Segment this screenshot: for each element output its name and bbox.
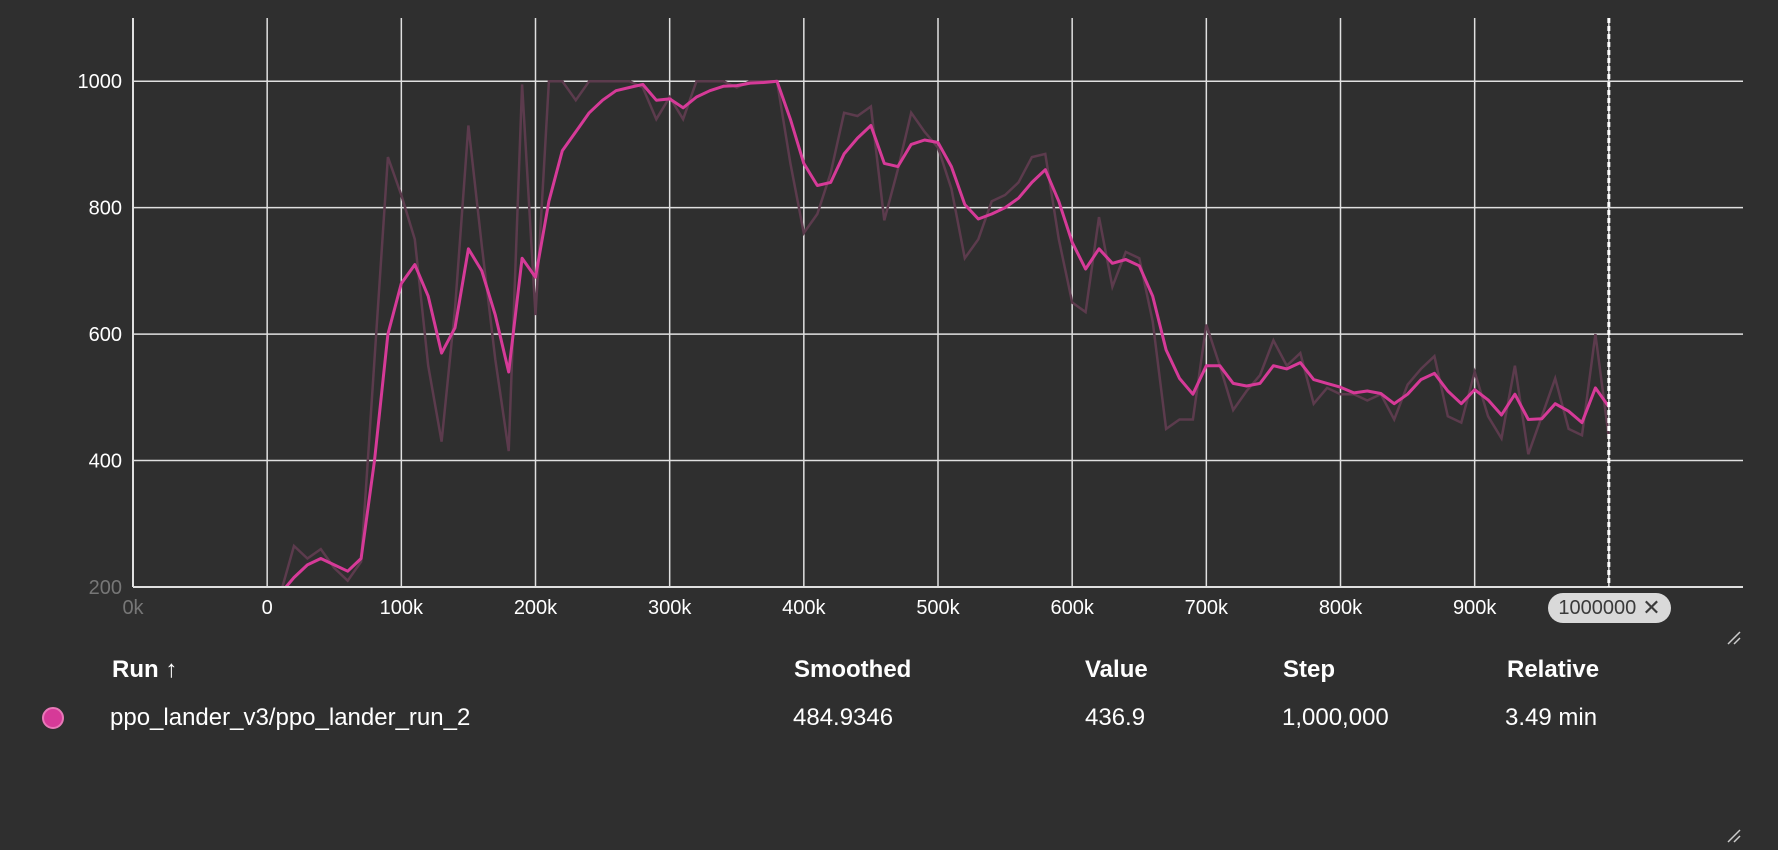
x-tick-label: 500k	[916, 597, 960, 619]
raw-value: 436.9	[1085, 704, 1146, 731]
column-header-value[interactable]: Value	[1085, 656, 1148, 683]
x-tick-label: 600k	[1050, 597, 1094, 619]
chart-grid	[133, 18, 1743, 587]
table-row: ppo_lander_v3/ppo_lander_run_2 484.9346 …	[0, 698, 1778, 738]
step-cursor-value: 1000000	[1558, 596, 1637, 619]
column-header-relative[interactable]: Relative	[1507, 656, 1600, 683]
x-tick-label: 900k	[1453, 597, 1497, 619]
data-table-header: Run ↑ Smoothed Value Step Relative	[0, 650, 1778, 690]
run-color-swatch	[42, 707, 64, 729]
smoothed-series-line	[283, 79, 1611, 587]
smoothed-value: 484.9346	[793, 704, 894, 731]
y-tick-label: 800	[89, 198, 122, 220]
column-header-run[interactable]: Run ↑	[112, 656, 178, 683]
x-tick-label: 0	[262, 597, 273, 619]
run-name: ppo_lander_v3/ppo_lander_run_2	[110, 704, 471, 731]
close-icon[interactable]: ✕	[1642, 595, 1661, 620]
x-tick-label: 300k	[648, 597, 692, 619]
column-header-step[interactable]: Step	[1283, 656, 1336, 683]
x-tick-label: 800k	[1319, 597, 1363, 619]
chart-axes: 0k 0 100k 200k 300k 400k 500k 600k 700k 800k 900k 1…	[78, 18, 1743, 619]
x-tick-label: 400k	[782, 597, 826, 619]
x-tick-label: 200k	[514, 597, 558, 619]
y-tick-label: 200	[89, 577, 122, 599]
y-tick-label: 400	[89, 451, 122, 473]
y-tick-label: 600	[89, 324, 122, 346]
column-header-smoothed[interactable]: Smoothed	[794, 656, 912, 683]
panel-resize-handle-icon[interactable]	[1726, 828, 1742, 844]
x-tick-label: 700k	[1185, 597, 1229, 619]
relative-time: 3.49 min	[1505, 704, 1598, 731]
step-value: 1,000,000	[1282, 704, 1389, 731]
raw-series-layer	[281, 79, 1611, 587]
x-tick-label: 0k	[122, 597, 144, 619]
smoothed-series-layer	[283, 79, 1611, 587]
raw-series-line	[281, 79, 1611, 587]
step-cursor-badge[interactable]: 1000000 ✕	[1548, 593, 1671, 623]
chart-resize-handle-icon[interactable]	[1726, 630, 1742, 646]
y-tick-label: 1000	[78, 71, 123, 93]
x-tick-label: 100k	[380, 597, 424, 619]
